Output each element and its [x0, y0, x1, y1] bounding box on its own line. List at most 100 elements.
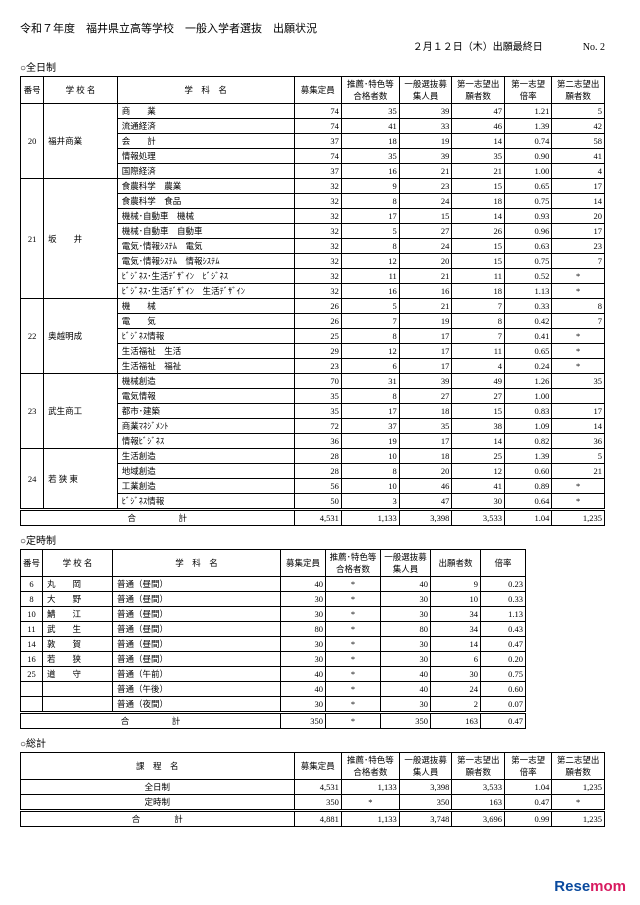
cell-d: 34 — [431, 622, 481, 637]
total-a: 350 — [281, 713, 326, 729]
cell-e: 0.75 — [504, 194, 551, 209]
cell-no: 14 — [21, 637, 43, 652]
cell-f: * — [552, 269, 605, 284]
cell-a: 30 — [281, 697, 326, 713]
cell-b: * — [326, 682, 381, 697]
cell-c: 30 — [381, 652, 431, 667]
cell-d: 7 — [452, 299, 505, 314]
cell-c: 20 — [399, 464, 452, 479]
cell-b: 16 — [341, 164, 399, 179]
cell-c: 33 — [399, 119, 452, 134]
cell-e: 0.52 — [504, 269, 551, 284]
cell-f: * — [552, 479, 605, 494]
cell-d: 25 — [452, 449, 505, 464]
cell-dept: 食農科学 農業 — [117, 179, 294, 194]
cell-a: 32 — [294, 254, 341, 269]
col-pass: 推薦･特色等合格者数 — [341, 753, 399, 780]
cell-d: 35 — [452, 149, 505, 164]
cell-f: 7 — [552, 254, 605, 269]
cell-e: 1.13 — [504, 284, 551, 299]
cell-d: 38 — [452, 419, 505, 434]
table-row: 普通（午後）40*40240.60 — [21, 682, 526, 697]
cell-a: 40 — [281, 667, 326, 682]
cell-c: 35 — [399, 419, 452, 434]
cell-f: 1,235 — [552, 780, 605, 795]
watermark-left: Rese — [554, 878, 590, 895]
cell-e: 0.75 — [481, 667, 526, 682]
table-row: 11武 生普通（昼間）80*80340.43 — [21, 622, 526, 637]
cell-f: 5 — [552, 449, 605, 464]
cell-a: 74 — [294, 104, 341, 119]
cell-e: 1.04 — [505, 780, 552, 795]
cell-b: 8 — [341, 389, 399, 404]
cell-e: 0.24 — [504, 359, 551, 374]
col-school: 学 校 名 — [43, 550, 113, 577]
cell-dept: 電気･情報ｼｽﾃﾑ 情報ｼｽﾃﾑ — [117, 254, 294, 269]
cell-school — [43, 682, 113, 697]
col-rate: 第一志望倍率 — [504, 77, 551, 104]
cell-f: 58 — [552, 134, 605, 149]
section-grand-label: ○総計 — [20, 735, 620, 750]
cell-name: 全日制 — [21, 780, 295, 795]
cell-school: 大 野 — [43, 592, 113, 607]
cell-e: 1.21 — [504, 104, 551, 119]
col-first: 第一志望出願者数 — [452, 77, 505, 104]
cell-d: 18 — [452, 194, 505, 209]
cell-a: 72 — [294, 419, 341, 434]
cell-dept: 普通（昼間） — [113, 577, 281, 592]
cell-dept: 普通（昼間） — [113, 622, 281, 637]
cell-f: 35 — [552, 374, 605, 389]
cell-a: 28 — [294, 464, 341, 479]
cell-f: * — [552, 494, 605, 510]
cell-dept: 食農科学 食品 — [117, 194, 294, 209]
cell-d: 15 — [452, 254, 505, 269]
cell-d: 9 — [431, 577, 481, 592]
cell-no — [21, 697, 43, 713]
total-b: 1,133 — [341, 510, 399, 526]
cell-e: 0.41 — [504, 329, 551, 344]
cell-e: 0.74 — [504, 134, 551, 149]
cell-b: 3 — [341, 494, 399, 510]
cell-dept: 機械創造 — [117, 374, 294, 389]
cell-d: 18 — [452, 284, 505, 299]
cell-e: 1.09 — [504, 419, 551, 434]
cell-dept: 流通経済 — [117, 119, 294, 134]
cell-a: 32 — [294, 194, 341, 209]
cell-c: 30 — [381, 592, 431, 607]
cell-c: 30 — [381, 637, 431, 652]
cell-dept: 普通（午前） — [113, 667, 281, 682]
cell-a: 25 — [294, 329, 341, 344]
watermark-right: mom — [590, 878, 626, 895]
cell-dept: 電気･情報ｼｽﾃﾑ 電気 — [117, 239, 294, 254]
total-b: 1,133 — [341, 811, 399, 827]
total-a: 4,531 — [294, 510, 341, 526]
cell-e: 1.00 — [504, 389, 551, 404]
cell-c: 19 — [399, 314, 452, 329]
cell-a: 80 — [281, 622, 326, 637]
cell-d: 27 — [452, 389, 505, 404]
table-row: 8大 野普通（昼間）30*30100.33 — [21, 592, 526, 607]
cell-d: 8 — [452, 314, 505, 329]
total-b: * — [326, 713, 381, 729]
cell-d: 6 — [431, 652, 481, 667]
cell-b: 7 — [341, 314, 399, 329]
cell-d: 11 — [452, 344, 505, 359]
cell-a: 36 — [294, 434, 341, 449]
table-row: 25道 守普通（午前）40*40300.75 — [21, 667, 526, 682]
cell-d: 49 — [452, 374, 505, 389]
cell-dept: 普通（昼間） — [113, 607, 281, 622]
cell-f: 14 — [552, 194, 605, 209]
cell-b: * — [326, 697, 381, 713]
page-subtitle: ２月１２日（木）出願最終日 No. 2 — [20, 38, 605, 53]
cell-dept: 普通（昼間） — [113, 592, 281, 607]
cell-b: 18 — [341, 134, 399, 149]
cell-e: 0.75 — [504, 254, 551, 269]
table-row: 24若 狭 東生活創造281018251.395 — [21, 449, 605, 464]
cell-d: 15 — [452, 404, 505, 419]
col-cap: 募集定員 — [281, 550, 326, 577]
cell-b: * — [326, 637, 381, 652]
cell-b: 12 — [341, 344, 399, 359]
cell-e: 0.93 — [504, 209, 551, 224]
cell-school: 坂 井 — [44, 179, 118, 299]
cell-dept: 機 械 — [117, 299, 294, 314]
